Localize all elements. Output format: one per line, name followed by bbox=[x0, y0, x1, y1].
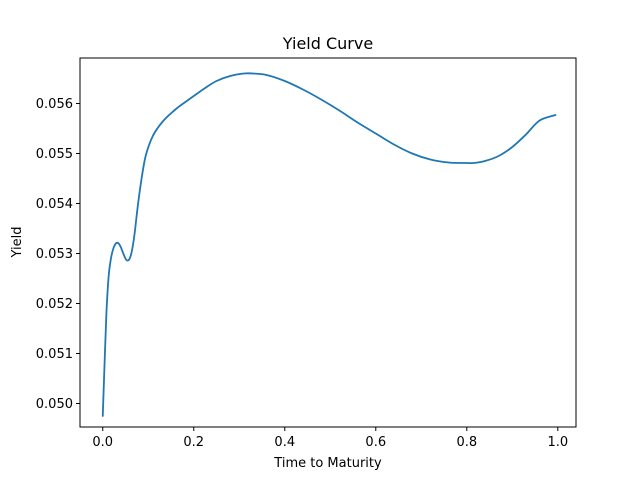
y-tick-label: 0.052 bbox=[36, 297, 73, 312]
x-axis: 0.0 0.2 0.4 0.6 0.8 1.0 bbox=[92, 427, 568, 450]
x-tick-label: 0.0 bbox=[92, 435, 113, 450]
y-tick-label: 0.053 bbox=[36, 247, 73, 262]
x-tick-label: 0.8 bbox=[456, 435, 477, 450]
y-tick-label: 0.055 bbox=[36, 147, 73, 162]
plot-series bbox=[101, 72, 557, 417]
y-tick-label: 0.056 bbox=[36, 97, 73, 112]
x-tick-label: 0.6 bbox=[365, 435, 386, 450]
y-axis-label: Yield bbox=[10, 227, 25, 259]
y-tick-label: 0.051 bbox=[36, 347, 73, 362]
y-axis: 0.050 0.051 0.052 0.053 0.054 0.055 0.056 bbox=[36, 97, 80, 412]
plot-frame bbox=[79, 57, 577, 428]
y-tick-label: 0.054 bbox=[36, 197, 73, 212]
x-tick-label: 0.4 bbox=[274, 435, 295, 450]
x-tick-label: 1.0 bbox=[547, 435, 568, 450]
x-tick-label: 0.2 bbox=[183, 435, 204, 450]
yield-curve-line bbox=[101, 72, 557, 417]
x-axis-label: Time to Maturity bbox=[273, 456, 382, 471]
y-tick-label: 0.050 bbox=[36, 397, 73, 412]
chart-title: Yield Curve bbox=[282, 34, 373, 53]
